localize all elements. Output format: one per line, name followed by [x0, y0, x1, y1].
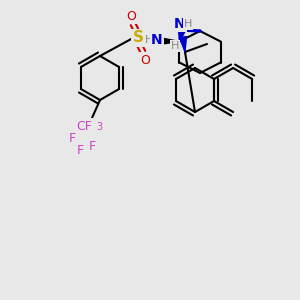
Text: F: F	[68, 131, 76, 145]
Text: O: O	[140, 53, 150, 67]
Text: 3: 3	[96, 122, 102, 132]
Text: H: H	[171, 41, 179, 51]
Text: F: F	[88, 140, 96, 152]
Text: O: O	[126, 10, 136, 22]
Text: H: H	[184, 19, 192, 29]
Text: S: S	[133, 31, 143, 46]
Text: CF: CF	[76, 119, 92, 133]
Polygon shape	[179, 37, 187, 52]
Polygon shape	[178, 29, 185, 41]
Text: H: H	[145, 35, 153, 45]
Text: N: N	[151, 33, 163, 47]
Text: F: F	[76, 143, 84, 157]
Polygon shape	[159, 38, 179, 44]
Text: N: N	[174, 17, 186, 31]
